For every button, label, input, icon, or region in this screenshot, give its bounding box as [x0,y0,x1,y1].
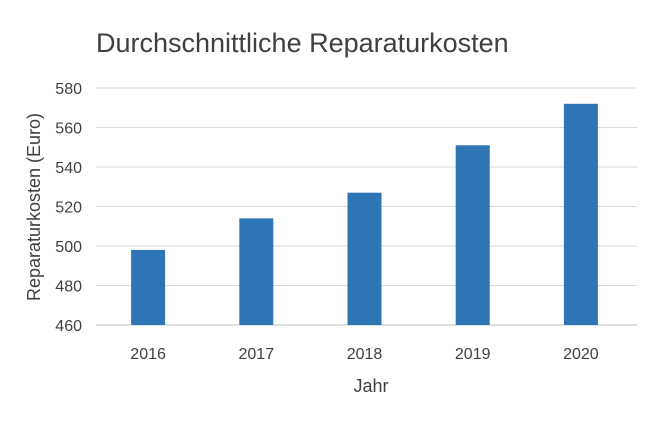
x-tick-label: 2016 [130,346,166,363]
x-tick-label: 2020 [563,346,599,363]
x-tick-label: 2019 [455,346,491,363]
y-tick-label: 480 [55,279,82,296]
y-tick-label: 580 [55,81,82,98]
chart-title: Durchschnittliche Reparaturkosten [96,28,509,58]
x-axis-ticks: 2016 2017 2018 2019 2020 [130,346,598,363]
y-tick-label: 500 [55,239,82,256]
bars [131,103,598,325]
bar-2017 [239,218,274,325]
x-axis-label: Jahr [353,376,388,396]
x-tick-label: 2018 [347,346,383,363]
bar-2016 [131,249,166,325]
bar-2019 [455,145,490,325]
y-tick-label: 560 [55,121,82,138]
y-tick-label: 520 [55,200,82,217]
y-tick-label: 460 [55,318,82,335]
y-axis-ticks: 460 480 500 520 540 560 580 [55,81,82,335]
y-tick-label: 540 [55,160,82,177]
x-tick-label: 2017 [239,346,275,363]
bar-2020 [563,103,598,325]
y-axis-label: Reparaturkosten (Euro) [24,113,44,301]
bar-2018 [347,192,382,325]
